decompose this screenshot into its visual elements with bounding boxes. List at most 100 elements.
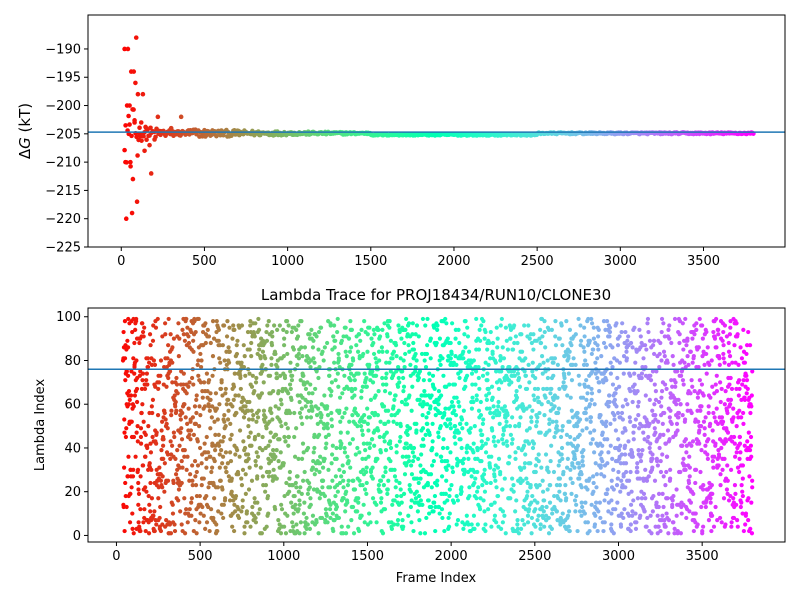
lambda-point (477, 327, 482, 332)
lambda-point (283, 531, 289, 536)
lambda-point (220, 393, 225, 398)
lambda-point (724, 334, 729, 339)
lambda-point (687, 509, 692, 514)
lambda-point (134, 399, 140, 405)
lambda-point (384, 430, 389, 435)
lambda-point (400, 369, 405, 374)
lambda-point (716, 463, 721, 468)
lambda-point (278, 373, 283, 378)
lambda-point (465, 325, 470, 330)
lambda-point (191, 338, 196, 343)
lambda-point (214, 522, 219, 527)
lambda-point (208, 426, 213, 431)
lambda-point (249, 443, 254, 448)
lambda-point (650, 369, 656, 374)
lambda-point (582, 384, 588, 389)
lambda-point (172, 522, 177, 527)
lambda-point (479, 458, 484, 464)
lambda-point (546, 515, 551, 521)
lambda-point (254, 375, 259, 381)
lambda-point (220, 343, 225, 348)
lambda-point (388, 445, 394, 451)
lambda-point (488, 356, 493, 361)
lambda-point (616, 448, 622, 453)
lambda-point (223, 386, 228, 392)
lambda-point (214, 319, 219, 324)
dg-point (131, 107, 136, 112)
lambda-point (212, 448, 218, 453)
lambda-point (282, 375, 288, 381)
lambda-point (381, 404, 387, 409)
lambda-point (541, 515, 546, 521)
lambda-point (591, 347, 596, 352)
lambda-point (362, 319, 367, 324)
lambda-point (530, 360, 535, 365)
lambda-point (244, 509, 250, 514)
lambda-point (530, 493, 535, 499)
lambda-point (609, 522, 614, 527)
lambda-point (616, 469, 621, 475)
lambda-point (567, 419, 572, 424)
lambda-point (598, 465, 603, 470)
lambda-point (747, 343, 753, 348)
lambda-point (566, 509, 572, 514)
lambda-point (136, 520, 141, 525)
lambda-point (387, 325, 392, 330)
dg-point (128, 164, 133, 169)
lambda-point (658, 432, 663, 437)
lambda-point (548, 483, 553, 488)
lambda-point (709, 513, 715, 518)
lambda-point (545, 375, 551, 381)
lambda-point (367, 445, 372, 451)
lambda-point (706, 404, 711, 409)
lambda-point (390, 502, 395, 507)
lambda-point (504, 439, 509, 444)
lambda-point (482, 336, 487, 341)
lambda-point (421, 378, 426, 383)
lambda-point (286, 443, 291, 448)
lambda-point (163, 321, 168, 326)
lambda-point (312, 360, 317, 365)
lambda-point (336, 515, 342, 521)
lambda-point (121, 504, 126, 510)
lambda-point (194, 393, 199, 398)
dg-x-tick-label: 2500 (521, 254, 554, 269)
lambda-point (650, 343, 656, 348)
lambda-point (641, 491, 647, 496)
lambda-point (737, 434, 743, 440)
lambda-point (662, 518, 667, 523)
lambda-point (675, 528, 680, 534)
lambda-point (197, 423, 202, 429)
lambda-point (219, 511, 224, 516)
lambda-point (684, 343, 689, 348)
lambda-point (575, 423, 580, 429)
lambda-point (193, 483, 199, 488)
lambda-point (597, 389, 602, 394)
lambda-point (528, 461, 533, 466)
lambda-point (437, 358, 442, 363)
lambda-point (134, 386, 140, 392)
lambda-point (486, 391, 492, 396)
lambda-point (480, 421, 485, 427)
lambda-point (162, 461, 167, 466)
lambda-point (565, 441, 570, 446)
lambda-point (266, 474, 271, 479)
lambda-chart-title: Lambda Trace for PROJ18434/RUN10/CLONE30 (261, 286, 611, 304)
lambda-point (746, 518, 751, 523)
lambda-point (407, 426, 413, 431)
lambda-point (585, 487, 590, 492)
lambda-point (425, 421, 430, 427)
lambda-point (210, 465, 215, 470)
lambda-point (404, 441, 409, 446)
lambda-point (299, 491, 304, 496)
lambda-point (414, 421, 419, 427)
lambda-point (650, 452, 655, 457)
lambda-point (198, 511, 203, 516)
lambda-point (662, 334, 667, 339)
lambda-point (355, 423, 360, 429)
lambda-point (525, 489, 530, 494)
lambda-point (630, 454, 635, 459)
lambda-point (742, 397, 747, 402)
lambda-point (476, 408, 482, 413)
dg-point (147, 142, 152, 148)
